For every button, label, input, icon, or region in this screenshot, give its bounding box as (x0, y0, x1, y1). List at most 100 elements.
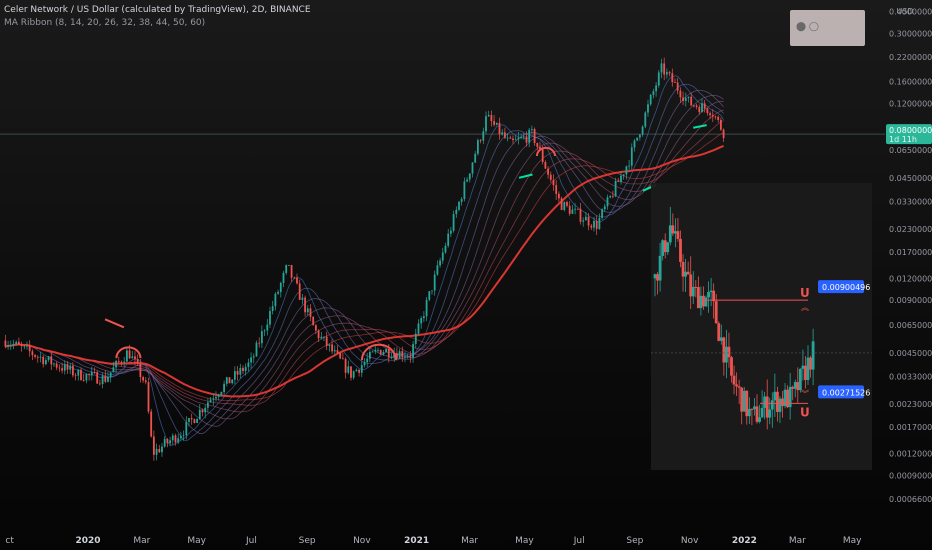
candlestick-series (4, 57, 725, 461)
candle-body (406, 356, 409, 358)
candle-body (560, 198, 563, 210)
candle-body (204, 407, 207, 413)
candle-body (501, 132, 504, 135)
candle-body (252, 356, 255, 358)
candle-body (439, 260, 441, 266)
candle-body (409, 356, 412, 358)
candle-body (703, 103, 706, 109)
inset-candle-body (768, 409, 772, 418)
candle-body (123, 361, 126, 363)
candle-body (490, 114, 493, 122)
top-arc (115, 346, 142, 359)
ma-line-20 (5, 90, 724, 434)
candle-body (7, 345, 9, 347)
candle-body (242, 367, 244, 372)
candle-body (590, 225, 593, 228)
candle-body (15, 341, 18, 344)
candle-body (557, 193, 560, 199)
candle-body (684, 97, 687, 101)
candle-body (182, 435, 185, 436)
symbol-title[interactable]: Celer Network / US Dollar (calculated by… (4, 5, 311, 15)
candle-body (58, 367, 61, 369)
candle-body (136, 359, 139, 364)
candle-body (223, 383, 225, 392)
candle-body (247, 362, 250, 367)
candle-body (220, 391, 223, 395)
candle-body (458, 201, 460, 210)
indicator-legend[interactable]: MA Ribbon (8, 14, 20, 26, 32, 38, 44, 50… (4, 18, 206, 28)
candle-body (304, 297, 306, 313)
candle-body (698, 106, 701, 113)
candle-body (582, 220, 585, 222)
candle-body (606, 197, 609, 207)
inset-candle-body (776, 391, 779, 412)
candle-body (641, 126, 644, 135)
candle-body (244, 366, 247, 372)
candle-body (638, 134, 641, 138)
inset-candle-body (663, 240, 667, 253)
candle-body (460, 199, 463, 202)
candle-body (722, 129, 725, 139)
time-tick-label: Sep (626, 536, 643, 546)
candle-body (298, 283, 301, 300)
candle-body (117, 360, 120, 362)
watermark-text: ⬤ ◯ (796, 22, 820, 32)
candle-body (296, 277, 298, 284)
candle-body (541, 149, 544, 162)
candle-body (614, 181, 617, 197)
inset-candle-body (717, 323, 721, 341)
candle-body (574, 208, 576, 210)
candle-body (674, 82, 676, 83)
inset-candle-body (676, 231, 680, 239)
candle-body (660, 63, 663, 73)
pattern-arcs (104, 124, 707, 361)
candle-body (422, 316, 425, 319)
candle-body (371, 351, 374, 353)
candle-body (692, 105, 695, 107)
candle-body (395, 353, 398, 359)
candle-body (287, 265, 290, 266)
inset-candle-body (804, 365, 807, 380)
candle-body (185, 421, 188, 436)
candle-body (358, 369, 360, 373)
candle-body (520, 137, 522, 138)
candle-body (374, 350, 377, 352)
time-tick-label: Sep (299, 536, 316, 546)
candle-body (225, 377, 228, 384)
candle-body (552, 179, 555, 186)
marker-dash (693, 124, 707, 129)
candle-body (96, 372, 99, 384)
candle-body (598, 217, 601, 229)
inset-candle-body (704, 297, 708, 307)
candle-body (668, 72, 671, 74)
candle-body (368, 352, 371, 359)
time-axis[interactable]: ct 2020 Mar May Jul Sep Nov 2021 Mar May Jul Sep Nov… (5, 536, 862, 546)
inset-candle-body (760, 407, 764, 418)
candle-body (539, 146, 541, 150)
candle-body (512, 138, 514, 141)
inset-candle-body (783, 389, 787, 407)
candle-body (217, 394, 220, 397)
candle-body (711, 115, 714, 117)
candle-body (463, 181, 466, 200)
candle-body (250, 357, 252, 363)
current-price-tag-bg (886, 124, 932, 145)
ma-line-8 (5, 75, 724, 446)
candle-body (620, 175, 622, 182)
candle-body (260, 331, 263, 344)
candle-body (636, 137, 639, 141)
candle-body (290, 265, 293, 278)
inset-candle-body (696, 287, 700, 309)
candle-body (611, 195, 614, 197)
candle-body (47, 356, 50, 360)
time-tick-label: ct (5, 536, 14, 546)
candle-body (17, 341, 20, 345)
